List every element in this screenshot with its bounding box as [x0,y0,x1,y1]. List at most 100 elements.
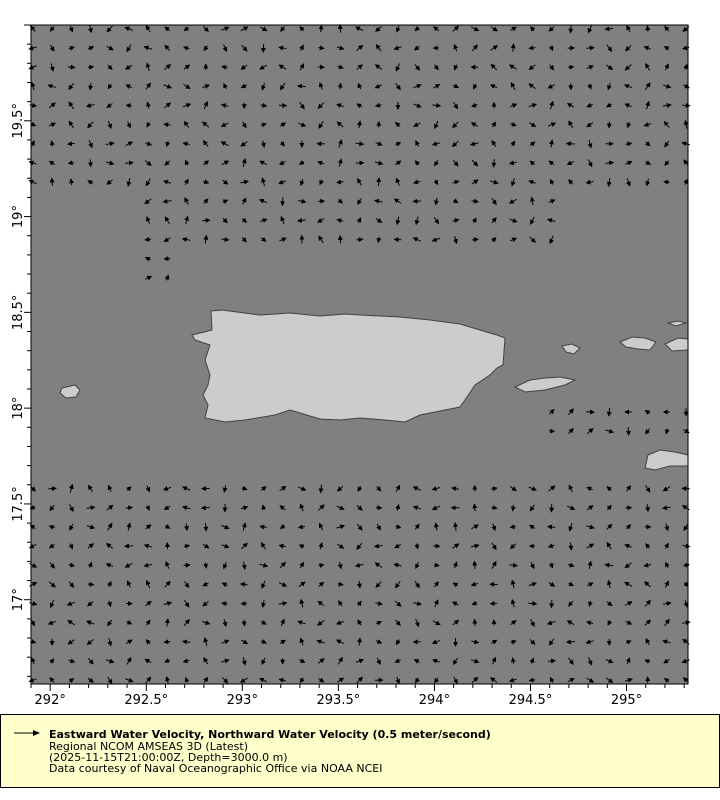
velocity-vector [662,601,672,607]
velocity-vector [202,140,209,148]
velocity-vector [182,103,192,108]
velocity-vector [356,580,362,589]
velocity-vector [470,658,480,664]
velocity-vector [182,486,191,491]
velocity-vector [163,83,173,89]
velocity-vector [568,542,574,551]
velocity-vector [587,560,593,569]
velocity-vector [124,160,134,166]
velocity-vector [395,619,401,627]
legend-dataset: Regional NCOM AMSEAS 3D (Latest) [49,740,248,753]
velocity-vector [548,428,556,434]
velocity-vector [548,45,554,52]
velocity-vector [682,102,691,108]
velocity-vector [241,44,248,52]
velocity-vector [568,65,575,70]
velocity-vector [203,179,210,185]
velocity-vector [318,235,324,244]
velocity-vector [664,160,670,166]
velocity-vector [164,102,172,109]
velocity-vector [528,103,538,108]
velocity-vector [452,198,459,204]
velocity-vector [86,638,95,645]
velocity-vector [223,82,228,89]
velocity-vector [220,141,229,147]
velocity-vector [586,45,595,51]
velocity-vector [491,639,498,645]
velocity-vector [241,522,247,531]
velocity-vector [585,179,594,185]
velocity-vector [434,159,439,167]
land-culebra [561,343,581,355]
velocity-vector [585,620,594,626]
velocity-vector [683,581,689,588]
velocity-vector [491,486,498,492]
velocity-vector [489,179,499,185]
velocity-vector [68,562,76,568]
velocity-vector [203,657,209,665]
velocity-vector [471,524,480,530]
velocity-vector [644,409,651,415]
velocity-vector [586,543,595,549]
velocity-vector [280,215,286,225]
velocity-vector [395,484,401,493]
y-tick-label: 18° [11,397,26,420]
velocity-vector [299,598,305,608]
velocity-vector [68,677,75,684]
velocity-vector [529,236,536,243]
velocity-vector [85,102,95,108]
velocity-vector [181,505,191,511]
velocity-vector [87,64,95,70]
velocity-vector [67,619,75,626]
velocity-vector [298,486,307,491]
velocity-vector [49,63,55,72]
velocity-vector [87,657,94,665]
velocity-vector [471,217,477,223]
velocity-vector [68,101,74,110]
velocity-vector [126,522,132,531]
velocity-vector [434,677,440,684]
velocity-vector [144,256,151,262]
velocity-vector [144,600,152,607]
velocity-vector [357,198,362,205]
velocity-vector [605,428,615,434]
velocity-vector [606,408,612,417]
velocity-vector [164,26,171,32]
velocity-vector [412,505,421,511]
velocity-vector [164,658,170,663]
velocity-vector [163,601,173,606]
velocity-vector [336,121,344,128]
velocity-vector [624,543,632,549]
velocity-vector [683,63,689,70]
velocity-vector [278,543,286,549]
x-tick-label: 295° [611,693,642,708]
velocity-vector [645,63,651,71]
velocity-vector [586,122,594,128]
velocity-vector [356,542,363,550]
velocity-vector [412,237,421,242]
velocity-vector [683,178,688,185]
velocity-vector [683,523,689,532]
velocity-vector [375,141,383,146]
velocity-vector [412,179,421,185]
velocity-vector [241,619,247,627]
velocity-vector [318,522,324,531]
velocity-vector [298,160,305,165]
velocity-vector [68,543,74,550]
velocity-vector [587,600,593,607]
velocity-vector [335,620,344,625]
velocity-vector [143,562,153,568]
velocity-vector [183,120,190,128]
velocity-vector [299,677,305,684]
velocity-vector [528,179,536,185]
velocity-vector [644,82,651,90]
velocity-vector [509,524,517,530]
velocity-vector [336,486,344,492]
velocity-vector [375,26,382,32]
velocity-vector [662,639,671,645]
velocity-vector [280,197,286,207]
velocity-vector [48,543,55,549]
velocity-vector [183,26,190,32]
legend: Eastward Water Velocity, Northward Water… [0,714,720,788]
velocity-vector [126,44,132,53]
